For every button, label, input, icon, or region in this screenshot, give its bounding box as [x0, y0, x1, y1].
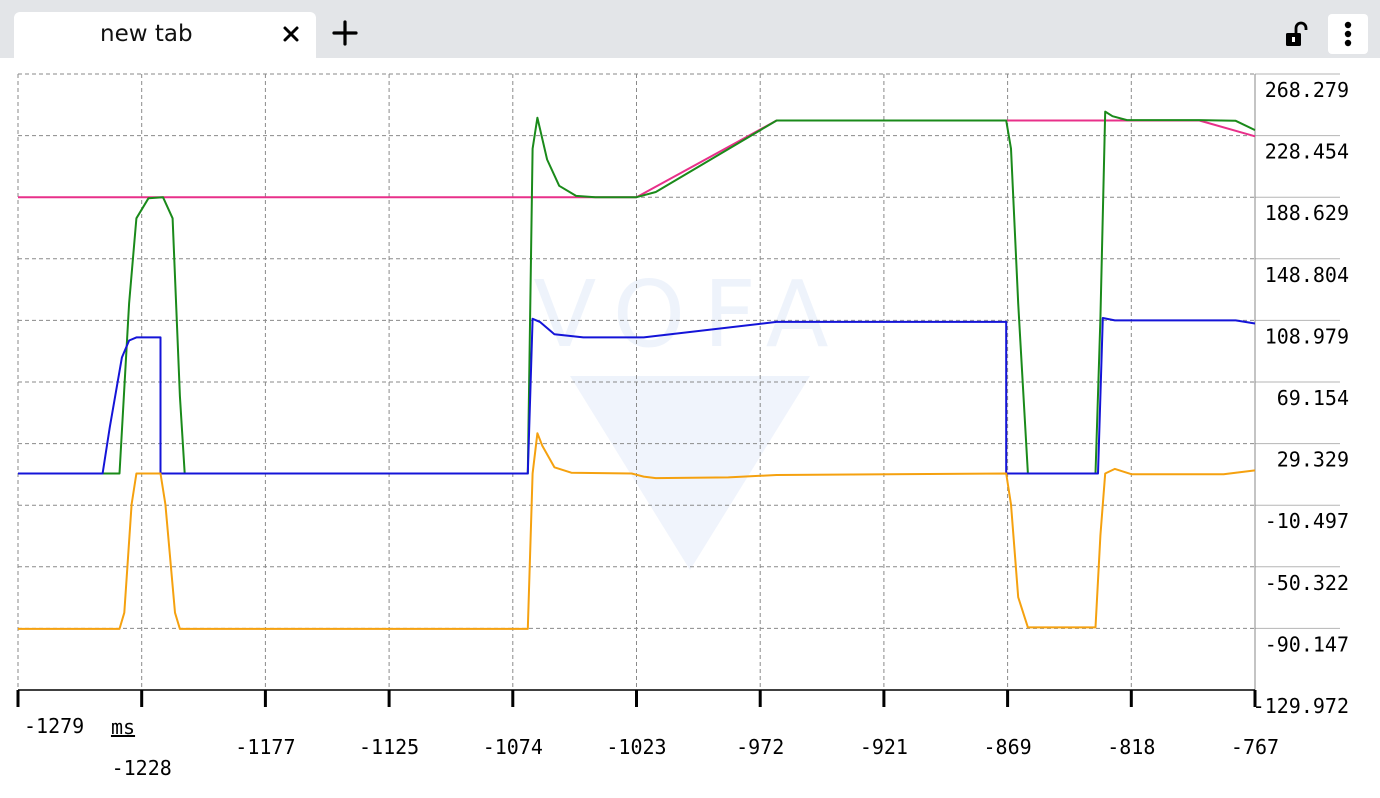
y-tick-label: 148.804	[1265, 263, 1349, 287]
y-tick-label: -50.322	[1265, 571, 1349, 595]
x-tick-label: -921	[860, 735, 908, 759]
x-tick-label: -818	[1107, 735, 1155, 759]
x-tick-label: -767	[1231, 735, 1279, 759]
tab-new-tab[interactable]: new tab	[14, 12, 316, 58]
y-tick-label: 108.979	[1265, 324, 1349, 348]
x-tick-label: -1125	[359, 735, 419, 759]
plot-area[interactable]: VOFA -1279 -1228 -1177 -1125 -1074 -1023 -972-…	[0, 58, 1380, 798]
watermark-text: VOFA	[533, 261, 846, 368]
x-tick-label: -1279	[24, 714, 84, 738]
unlocked-padlock-icon[interactable]	[1282, 20, 1312, 50]
series-line-3	[18, 432, 1256, 630]
close-icon[interactable]	[280, 20, 302, 46]
x-tick-label: -1177	[235, 735, 295, 759]
y-tick-label: 69.154	[1277, 386, 1349, 410]
plus-icon	[332, 20, 358, 46]
menu-button[interactable]	[1328, 14, 1368, 54]
x-tick-label: -1228	[112, 756, 172, 780]
y-tick-label: -129.972	[1253, 694, 1349, 718]
y-tick-label: 228.454	[1265, 140, 1349, 164]
grid	[17, 73, 1340, 690]
close-icon-glyph	[283, 26, 299, 42]
vofa-watermark: VOFA	[533, 261, 846, 570]
y-tick-label: -10.497	[1265, 509, 1349, 533]
x-tick-label: -972	[736, 735, 784, 759]
x-tick-label: -869	[984, 735, 1032, 759]
waveform-chart[interactable]: VOFA -1279-1228-1177 -1125 -1074 -1023 -972-…	[0, 58, 1380, 798]
tab-bar: new tab	[0, 0, 1380, 58]
watermark-logo-shape	[570, 376, 810, 570]
vertical-ellipsis-icon	[1344, 21, 1352, 47]
tab-title: new tab	[100, 21, 193, 47]
y-tick-label: -90.147	[1265, 632, 1349, 656]
x-tick-label: -1023	[606, 735, 666, 759]
series-layer	[18, 110, 1256, 630]
series-line-2	[18, 317, 1256, 475]
x-unit-label: ms	[111, 715, 135, 739]
axes: -1279 -1228 -1177 -1125 -1074 -1023 -972 -921 -8…	[16, 78, 1349, 780]
padlock-glyph	[1286, 21, 1308, 46]
x-tick-label: -1074	[483, 735, 543, 759]
y-tick-label: 268.279	[1265, 78, 1349, 102]
series-line-1	[18, 110, 1256, 475]
y-tick-label: 188.629	[1265, 201, 1349, 225]
new-tab-button[interactable]	[331, 19, 359, 47]
y-tick-label: 29.329	[1277, 448, 1349, 472]
